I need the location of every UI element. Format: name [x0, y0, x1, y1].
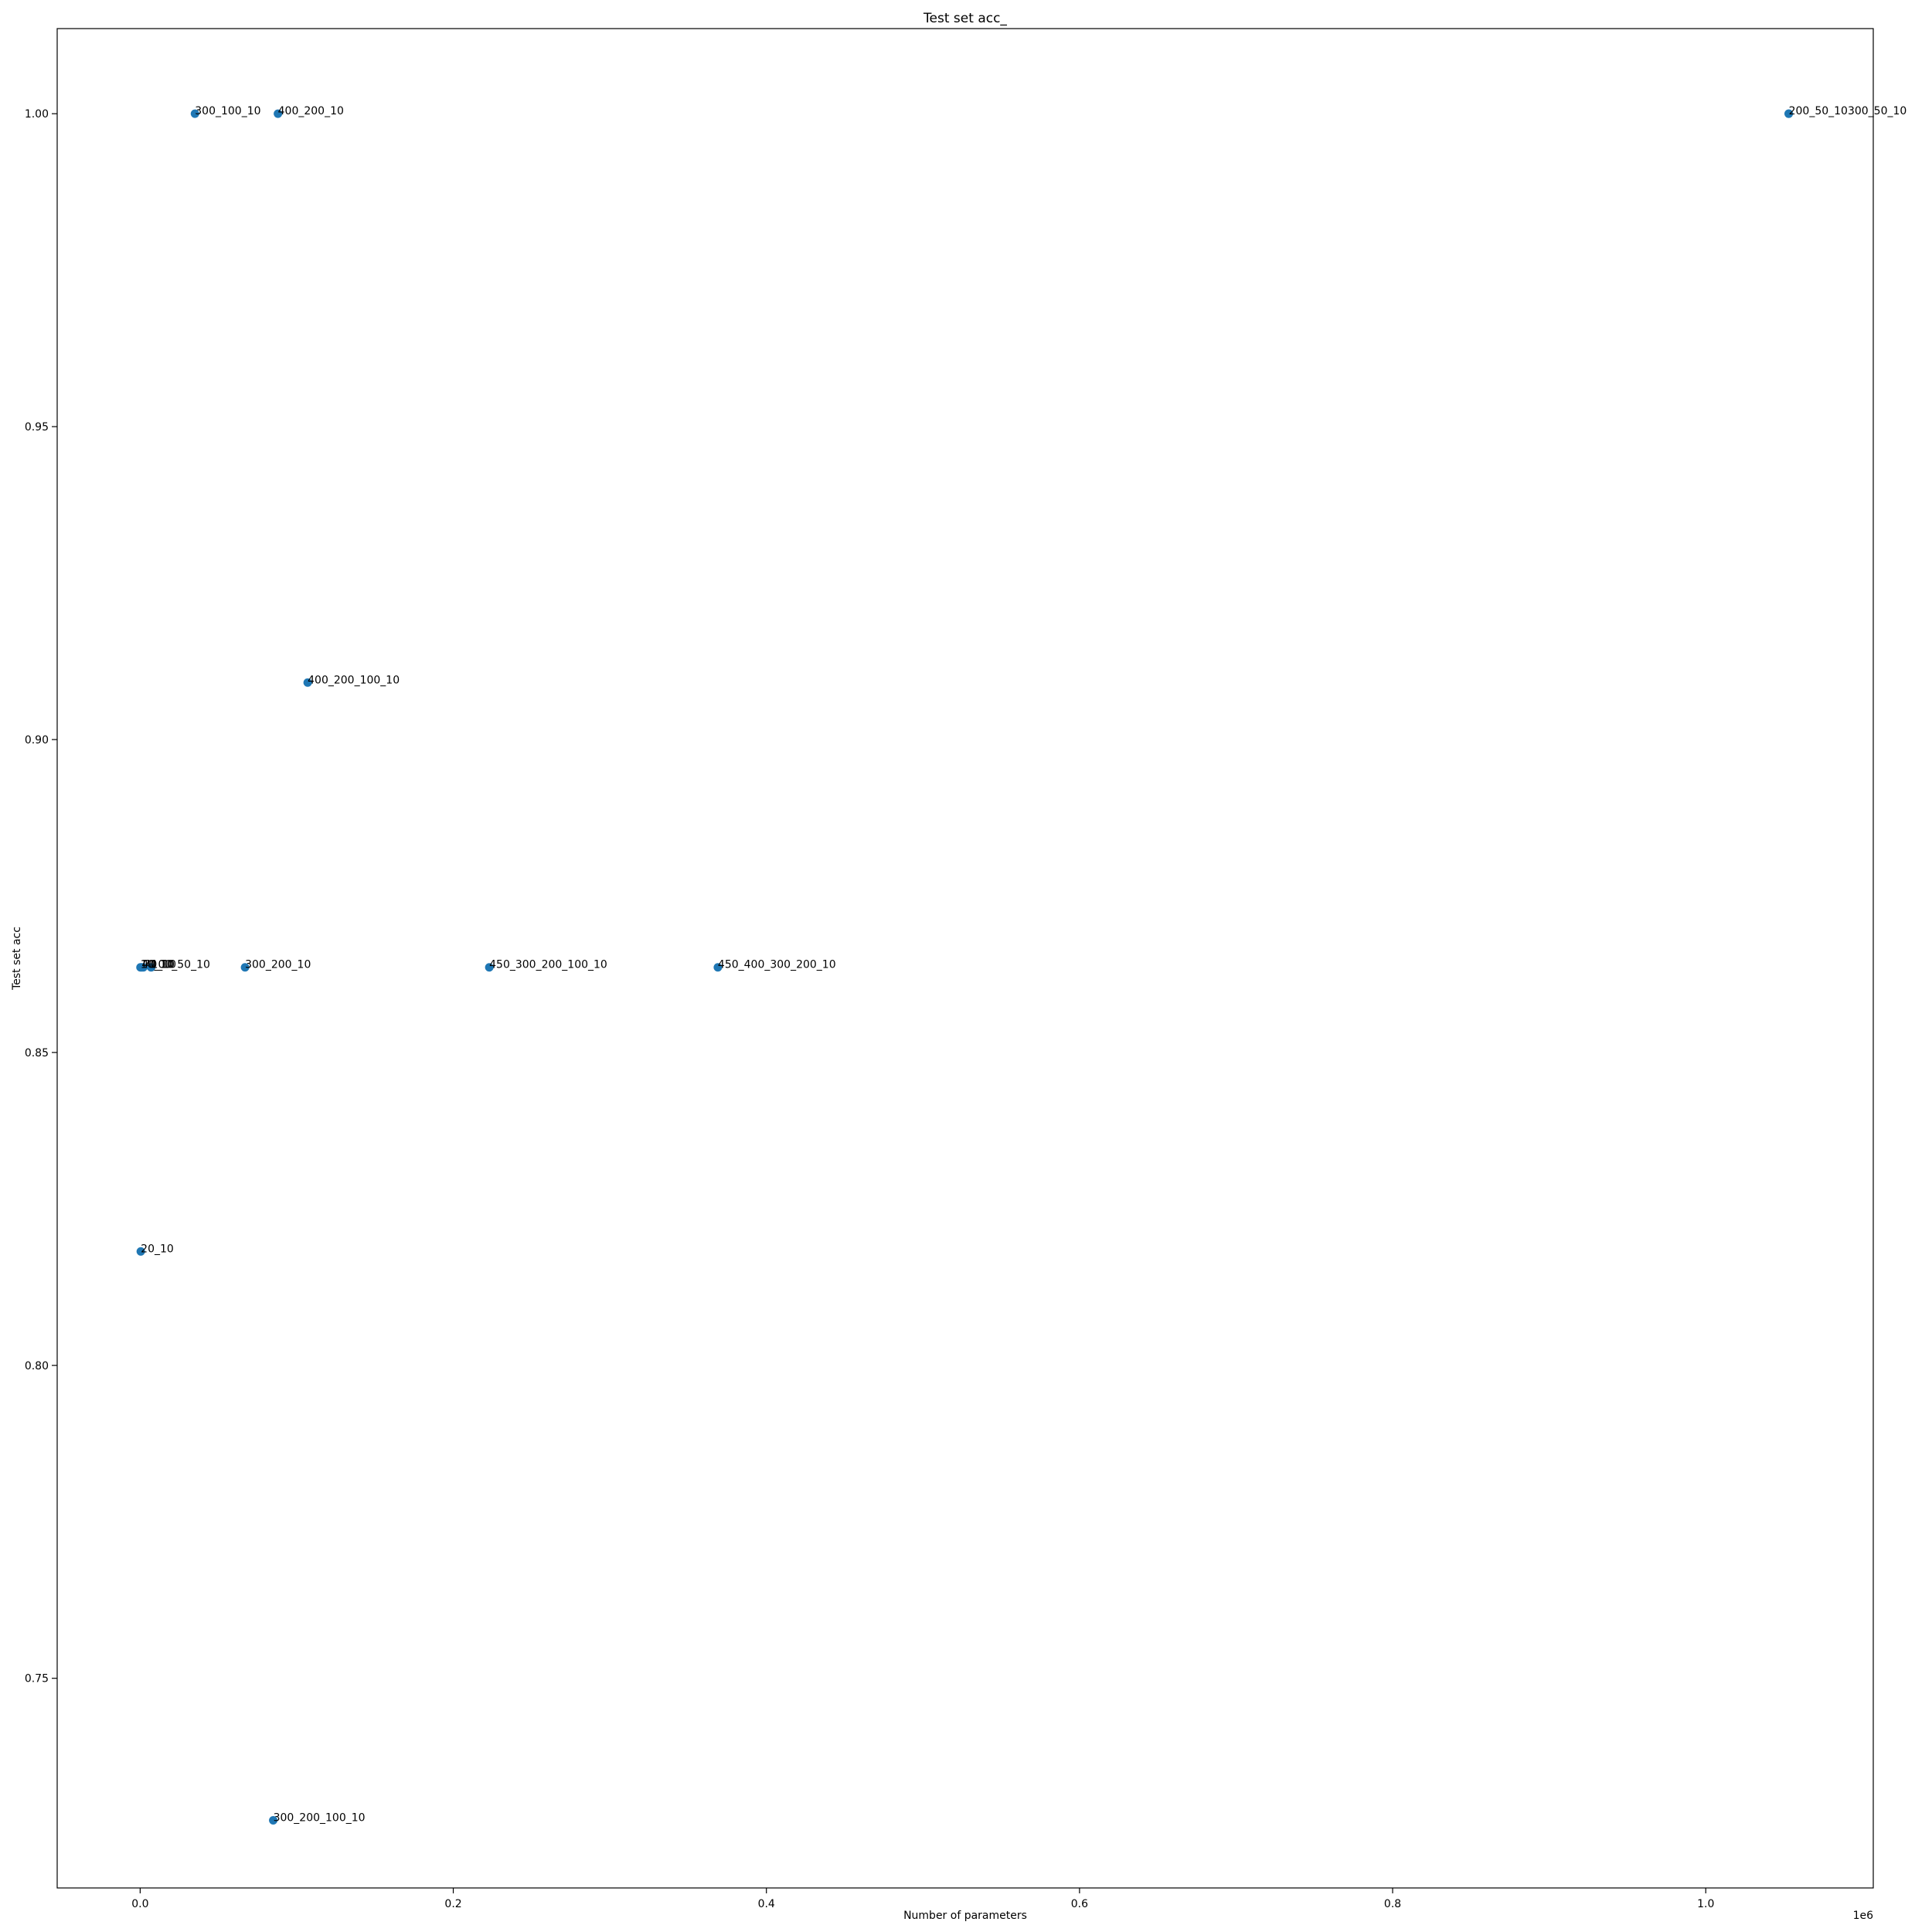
x-tick-label: 0.0	[131, 1898, 148, 1910]
point-label: 400_200_10	[278, 105, 344, 117]
x-axis-ticks: 0.0 0.2 0.4 0.6 0.8 1.0	[131, 1888, 1714, 1910]
x-axis-label: Number of parameters	[903, 1910, 1027, 1922]
scatter-point	[485, 963, 494, 972]
y-tick-label: 0.90	[25, 734, 49, 747]
y-tick-label: 0.95	[25, 421, 49, 434]
x-tick-label: 0.4	[758, 1898, 775, 1910]
x-tick-label: 0.8	[1384, 1898, 1401, 1910]
scatter-point	[713, 963, 723, 972]
point-label: 100_50_10	[151, 959, 210, 971]
point-label: 40_10	[141, 959, 175, 971]
y-tick-label: 0.80	[25, 1360, 49, 1372]
point-label: 20_10	[141, 1243, 174, 1255]
data-point-labels: 300_100_10 400_200_10 200_50_10 300_50_10 40…	[141, 105, 1907, 1824]
point-label: 70_10	[143, 959, 176, 971]
x-axis-offset-label: 1e6	[1853, 1910, 1874, 1922]
scatter-point	[138, 963, 148, 972]
point-label: 400_200_100_10	[308, 674, 400, 686]
chart-title: Test set acc_	[923, 11, 1007, 26]
scatter-point	[190, 109, 199, 118]
scatter-point	[147, 963, 156, 972]
point-label: 450_300_200_100_10	[489, 959, 607, 971]
scatter-point	[303, 678, 312, 687]
point-label: 200_50_10	[1789, 105, 1848, 117]
x-tick-label: 0.6	[1071, 1898, 1088, 1910]
x-tick-label: 1.0	[1697, 1898, 1714, 1910]
plot-area	[56, 28, 1874, 1889]
scatter-point	[240, 963, 250, 972]
y-tick-label: 0.75	[25, 1673, 49, 1685]
point-label: 300_200_10	[245, 959, 311, 971]
y-axis-ticks: 0.75 0.80 0.85 0.90 0.95 1.00	[25, 108, 57, 1685]
scatter-point	[269, 1816, 278, 1825]
axes-frame	[56, 28, 1874, 1889]
point-label: 300_100_10	[195, 105, 260, 117]
scatter-point	[136, 1247, 145, 1256]
y-tick-label: 1.00	[25, 108, 49, 121]
y-axis-label: Test set acc	[11, 927, 23, 991]
scatter-point	[274, 109, 283, 118]
point-label: 300_50_10	[1848, 105, 1906, 117]
point-label: 10_10	[141, 959, 174, 971]
y-tick-label: 0.85	[25, 1047, 49, 1060]
point-label: 300_200_100_10	[274, 1812, 366, 1825]
scatter-point	[1784, 109, 1794, 118]
point-label: 450_400_300_200_10	[718, 959, 836, 971]
x-tick-label: 0.2	[444, 1898, 461, 1910]
data-points	[136, 109, 1794, 1825]
